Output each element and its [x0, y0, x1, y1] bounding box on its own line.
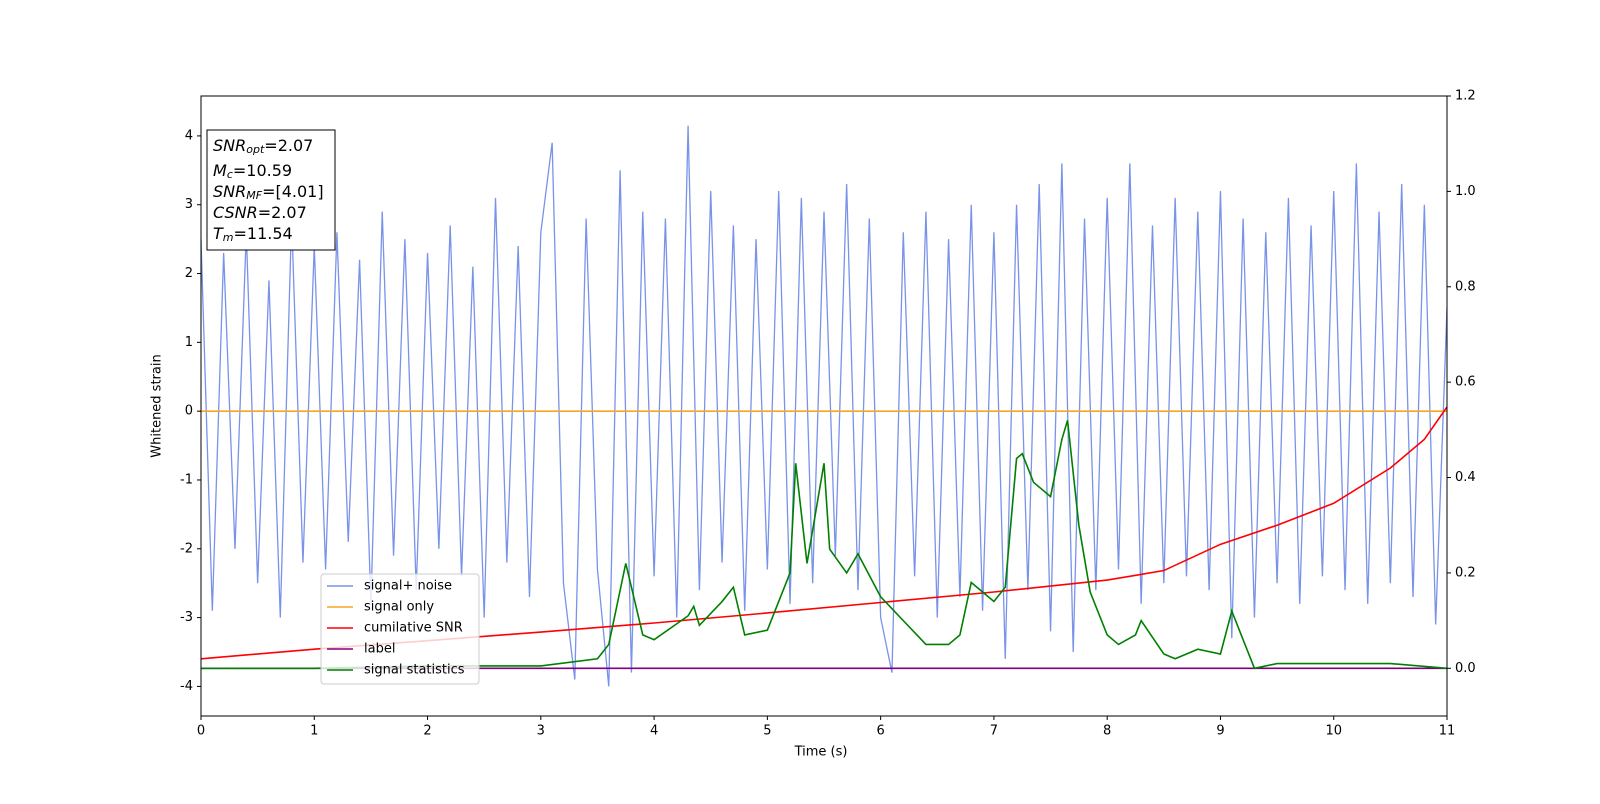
- x-axis-label: Time (s): [794, 745, 848, 760]
- x-tick-label: 5: [763, 724, 771, 739]
- y-tick-label: 2: [185, 266, 193, 281]
- annotation-sub: m: [223, 231, 234, 244]
- x-tick-label: 6: [876, 724, 884, 739]
- y-tick-label: -3: [180, 610, 193, 625]
- y2-tick-label: 1.2: [1455, 89, 1476, 104]
- annotation-text: =10.59: [233, 161, 292, 180]
- x-tick-label: 7: [990, 724, 998, 739]
- annotation-base: T: [213, 224, 224, 243]
- annotation-base: M: [213, 161, 227, 180]
- annotation: Tm=11.54: [213, 224, 293, 245]
- plot-frame: [200, 95, 1448, 717]
- y-tick-label: 4: [185, 128, 193, 143]
- annotation-text: =11.54: [234, 224, 293, 243]
- legend-label: signal+ noise: [364, 579, 452, 594]
- y2-tick-label: 1.0: [1455, 184, 1476, 199]
- y2-tick-label: 0.0: [1455, 661, 1476, 676]
- series-line: [201, 420, 1447, 670]
- x-tick-label: 0: [197, 724, 205, 739]
- x-tick-label: 10: [1325, 724, 1342, 739]
- x-tick-label: 4: [650, 724, 658, 739]
- legend-label: signal statistics: [364, 663, 465, 678]
- x-tick-label: 2: [423, 724, 431, 739]
- x-tick-label: 9: [1216, 724, 1224, 739]
- annotation-sub: c: [227, 168, 233, 181]
- annotation-box: [206, 129, 336, 251]
- x-tick-label: 3: [537, 724, 545, 739]
- y2-tick-label: 0.8: [1455, 279, 1476, 294]
- annotation: Mc=10.59: [213, 161, 292, 182]
- annotation-text: =2.07: [264, 136, 313, 155]
- legend-box: [320, 573, 480, 685]
- series-line: [201, 406, 1447, 660]
- annotation: SNRopt=2.07: [213, 136, 313, 157]
- annotation-base: SNR: [213, 136, 246, 155]
- annotation-base: CSNR: [213, 203, 258, 222]
- y2-tick-label: 0.6: [1455, 375, 1476, 390]
- y-tick-label: -2: [180, 541, 193, 556]
- y-tick-label: -1: [180, 472, 193, 487]
- y-tick-label: -4: [180, 679, 193, 694]
- y-tick-label: 3: [185, 197, 193, 212]
- y-tick-label: 1: [185, 335, 193, 350]
- y-tick-label: 0: [185, 404, 193, 419]
- series-line: [201, 125, 1447, 687]
- annotation: SNRMF=[4.01]: [213, 182, 324, 203]
- x-tick-label: 8: [1103, 724, 1111, 739]
- y-axis-label: Whitened strain: [150, 354, 165, 457]
- annotation-sub: MF: [246, 189, 262, 202]
- annotation-base: SNR: [213, 182, 246, 201]
- x-tick-label: 11: [1439, 724, 1456, 739]
- annotation-sub: opt: [246, 143, 265, 156]
- legend-label: cumilative SNR: [364, 621, 463, 636]
- x-tick-label: 1: [310, 724, 318, 739]
- annotation: CSNR=2.07: [213, 203, 307, 222]
- annotation-text: =2.07: [258, 203, 307, 222]
- legend-label: label: [364, 642, 395, 657]
- y2-tick-label: 0.4: [1455, 470, 1476, 485]
- legend-label: signal only: [364, 600, 434, 615]
- y2-tick-label: 0.2: [1455, 565, 1476, 580]
- annotation-text: =[4.01]: [262, 182, 324, 201]
